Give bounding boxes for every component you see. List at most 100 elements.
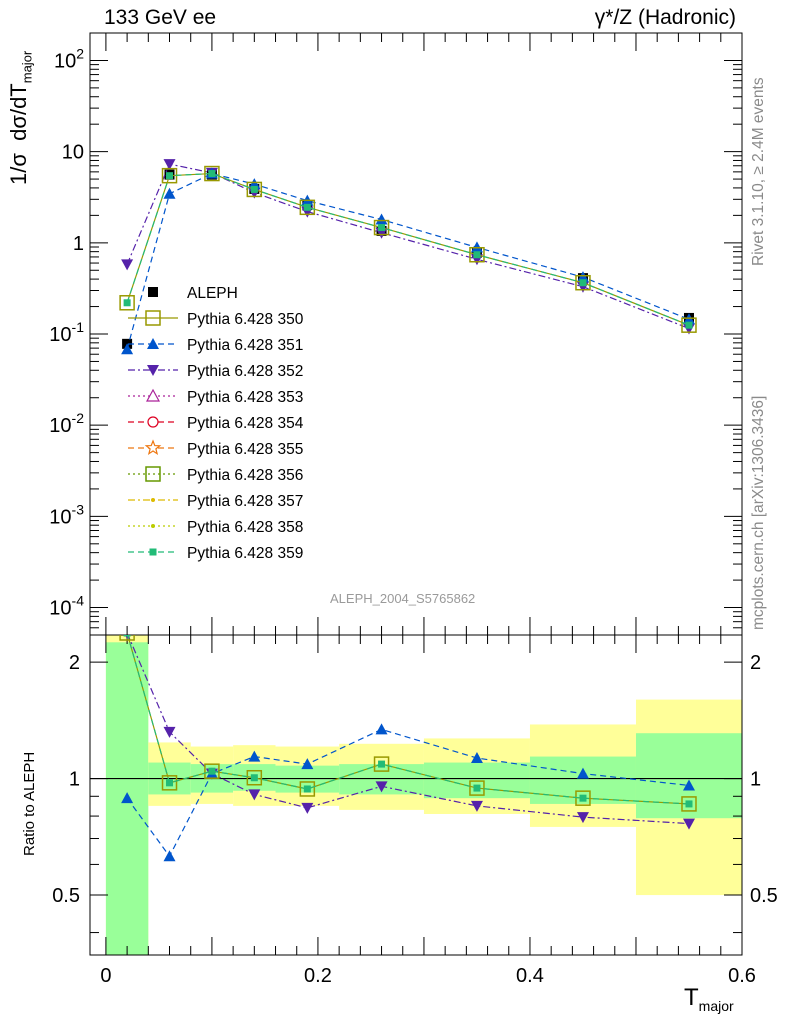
top-point-359-2 — [208, 170, 216, 178]
top-point-359-6 — [473, 251, 481, 259]
legend-marker-10 — [149, 548, 157, 556]
top-point-350-8 — [681, 317, 697, 333]
ratio-point-359-8 — [685, 800, 693, 808]
ratio-point-351-0 — [121, 792, 134, 804]
legend-label-6: Pythia 6.428 355 — [187, 441, 303, 458]
top-line-352 — [126, 163, 690, 330]
ratio-point-352-1 — [163, 726, 176, 738]
top-point-350-2 — [204, 165, 220, 182]
y-tick-label-bot-0: 0.5 — [52, 885, 80, 907]
x-tick-label-2: 0.4 — [516, 965, 544, 987]
ratio-point-351-6 — [470, 752, 483, 764]
legend-marker-7 — [145, 466, 161, 482]
top-point-351-0 — [121, 343, 134, 355]
top-line-350 — [126, 172, 690, 326]
legend-marker-1 — [145, 310, 161, 326]
legend-label-1: Pythia 6.428 350 — [187, 311, 304, 328]
top-point-352-0 — [121, 259, 134, 271]
ratio-point-359-6 — [473, 784, 481, 792]
y-tick-label-top-3: 10-1 — [49, 319, 84, 346]
ratio-point-350-8 — [681, 796, 697, 812]
top-point-359-3 — [250, 185, 258, 193]
ratio-point-359-4 — [303, 785, 311, 793]
top-point-350-4 — [299, 199, 316, 216]
y-tick-label-top-5: 10 — [62, 142, 84, 164]
y-tick-label-bot-r-1: 1 — [750, 769, 761, 791]
ratio-point-350-7 — [575, 790, 591, 806]
top-point-350-5 — [373, 219, 390, 236]
top-point-359-0 — [123, 299, 131, 307]
ratio-point-350-0 — [119, 635, 135, 641]
top-point-350-3 — [246, 181, 263, 198]
legend-marker-4 — [145, 388, 161, 402]
top-point-352-1 — [163, 159, 176, 171]
legend: ALEPH Pythia 6.428 350 Pythia 6.428 351 Pyt… — [128, 285, 304, 562]
y-tick-label-bot-r-0: 0.5 — [750, 885, 778, 907]
x-tick-label-1: 0.2 — [304, 965, 332, 987]
ratio-point-352-3 — [248, 789, 261, 801]
ratio-bands — [105, 635, 742, 955]
plot-header-left: 133 GeV ee — [104, 6, 217, 29]
ratio-point-352-6 — [470, 800, 483, 812]
legend-label-3: Pythia 6.428 352 — [187, 363, 303, 380]
analysis-id-label: ALEPH_2004_S5765862 — [330, 591, 476, 606]
y-tick-label-top-6: 102 — [54, 45, 84, 72]
x-axis-label: Tmajor — [684, 984, 734, 1014]
top-point-359-4 — [303, 203, 311, 211]
ratio-point-352-7 — [576, 812, 589, 824]
top-series-group — [119, 159, 697, 355]
top-point-350-6 — [469, 246, 485, 263]
legend-marker-3 — [147, 365, 159, 376]
y-tick-label-bot-2: 2 — [69, 652, 80, 674]
legend-marker-9 — [151, 524, 155, 528]
ratio-point-351-8 — [682, 779, 695, 791]
ratio-point-359-1 — [166, 779, 174, 787]
top-point-351-6 — [470, 241, 483, 253]
legend-label-10: Pythia 6.428 359 — [187, 545, 303, 562]
ratio-point-359-5 — [378, 760, 386, 768]
top-point-351-1 — [163, 187, 176, 199]
top-point-359-5 — [378, 224, 386, 232]
legend-marker-6 — [144, 439, 162, 456]
legend-label-5: Pythia 6.428 354 — [187, 415, 304, 432]
legend-label-0: ALEPH — [187, 285, 238, 302]
ratio-point-352-4 — [301, 802, 314, 814]
ratio-point-351-1 — [163, 850, 176, 862]
ratio-point-350-3 — [246, 769, 263, 786]
ratio-point-350-6 — [469, 780, 485, 796]
legend-label-8: Pythia 6.428 357 — [187, 493, 303, 510]
legend-label-7: Pythia 6.428 356 — [187, 467, 303, 484]
legend-marker-5 — [147, 416, 159, 428]
legend-label-9: Pythia 6.428 358 — [187, 519, 303, 536]
top-line-359 — [126, 172, 690, 326]
x-tick-label-0: 0 — [100, 965, 111, 987]
ratio-point-359-3 — [250, 774, 258, 782]
plot-header-right: γ*/Z (Hadronic) — [594, 6, 736, 29]
top-point-351-5 — [375, 213, 388, 225]
top-point-359-7 — [579, 279, 587, 287]
ratio-point-351-4 — [301, 758, 314, 770]
top-point-350-0 — [119, 295, 135, 311]
y-tick-label-top-0: 10-4 — [49, 593, 84, 620]
ratio-point-352-8 — [682, 818, 695, 830]
legend-marker-2 — [147, 338, 159, 349]
top-point-359-8 — [685, 321, 693, 329]
y-tick-label-top-4: 1 — [73, 233, 84, 255]
frame-bottom — [89, 634, 743, 956]
legend-label-2: Pythia 6.428 351 — [187, 337, 303, 354]
top-point-359-1 — [166, 172, 174, 180]
y-tick-label-top-1: 10-3 — [49, 501, 84, 528]
ratio-point-350-1 — [161, 775, 178, 791]
ratio-line-352 — [127, 635, 690, 825]
ratio-point-359-0 — [123, 635, 131, 637]
ratio-point-352-5 — [375, 781, 388, 793]
ratio-line-359 — [127, 635, 690, 805]
y-tick-label-bot-1: 1 — [69, 769, 80, 791]
legend-marker-0 — [148, 287, 158, 297]
x-tick-label-3: 0.6 — [728, 965, 756, 987]
legend-label-4: Pythia 6.428 353 — [187, 389, 303, 406]
y-tick-label-bot-r-2: 2 — [750, 652, 761, 674]
ratio-point-351-7 — [576, 767, 589, 779]
legend-marker-8 — [151, 498, 155, 502]
